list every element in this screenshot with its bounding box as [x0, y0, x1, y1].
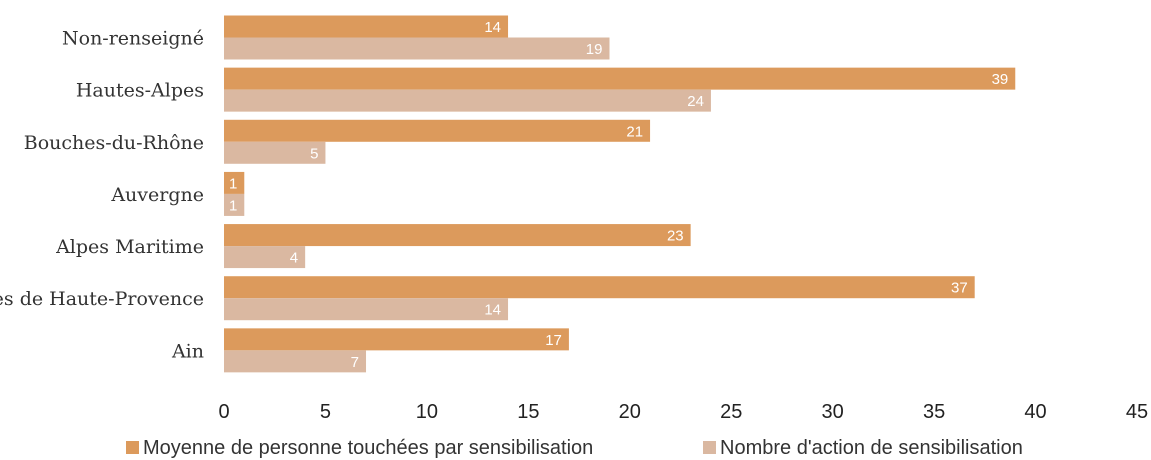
- bar: [224, 141, 326, 164]
- bar: [224, 224, 691, 247]
- data-label: 5: [310, 145, 318, 162]
- category-label: Auvergne: [110, 184, 204, 206]
- legend-swatch: [703, 441, 716, 454]
- bar: [224, 298, 509, 321]
- data-label: 14: [484, 19, 501, 36]
- bars-group: 14 19 39 24 21 5 1 1 23 4 37 14 17 7: [224, 15, 1016, 373]
- bar: [224, 119, 651, 142]
- data-label: 19: [586, 41, 603, 58]
- data-label: 14: [484, 302, 501, 319]
- data-label: 39: [992, 71, 1009, 88]
- x-tick-label: 10: [416, 401, 438, 423]
- bar: [224, 276, 975, 299]
- bar: [224, 15, 509, 38]
- x-tick-label: 40: [1024, 401, 1046, 423]
- bar: [224, 37, 610, 60]
- x-tick-label: 30: [822, 401, 844, 423]
- data-label: 1: [229, 175, 237, 192]
- bar: [224, 89, 711, 112]
- category-label: Non-renseigné: [62, 28, 204, 50]
- x-tick-label: 5: [320, 401, 331, 423]
- legend-swatch: [126, 441, 139, 454]
- x-tick-label: 35: [923, 401, 945, 423]
- category-label: Alpes Maritime: [55, 236, 204, 258]
- data-label: 1: [229, 197, 237, 214]
- data-label: 21: [626, 123, 643, 140]
- x-axis-ticks: 0 5 10 15 20 25 30 35 40 45: [218, 401, 1148, 423]
- x-tick-label: 25: [720, 401, 742, 423]
- legend-label: Nombre d'action de sensibilisation: [720, 437, 1023, 459]
- category-label: Alpes de Haute-Provence: [0, 288, 204, 310]
- data-label: 37: [951, 280, 968, 297]
- legend: Moyenne de personne touchées par sensibi…: [126, 437, 1023, 459]
- data-label: 17: [545, 332, 562, 349]
- category-labels: Non-renseigné Hautes-Alpes Bouches-du-Rhôn…: [0, 28, 204, 363]
- data-label: 7: [351, 354, 359, 371]
- data-label: 24: [687, 93, 704, 110]
- data-label: 23: [667, 228, 684, 245]
- category-label: Hautes-Alpes: [76, 80, 204, 102]
- x-tick-label: 0: [218, 401, 229, 423]
- data-label: 4: [290, 250, 298, 267]
- bar: [224, 328, 569, 351]
- x-tick-label: 45: [1126, 401, 1148, 423]
- category-label: Ain: [171, 340, 204, 362]
- bar: [224, 171, 245, 194]
- category-label: Bouches-du-Rhône: [24, 132, 204, 154]
- bar: [224, 350, 367, 373]
- bar: [224, 193, 245, 216]
- x-tick-label: 15: [517, 401, 539, 423]
- bar: [224, 67, 1016, 90]
- bar: [224, 246, 306, 269]
- x-tick-label: 20: [619, 401, 641, 423]
- legend-label: Moyenne de personne touchées par sensibi…: [143, 437, 593, 459]
